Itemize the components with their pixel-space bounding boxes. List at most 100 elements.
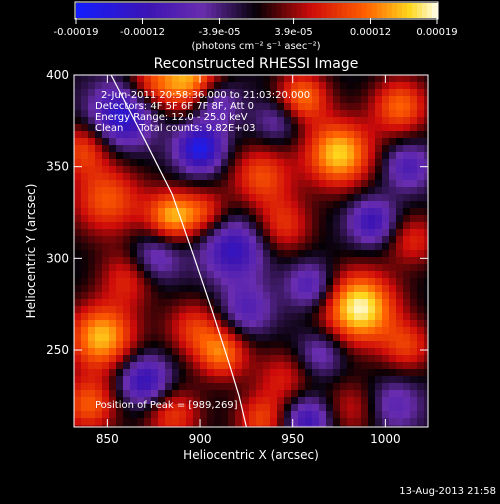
heatmap-cell [95,383,103,391]
heatmap-cell [242,152,250,160]
heatmap-cell [424,278,429,286]
heatmap-cell [235,215,243,223]
heatmap-cell [291,390,299,398]
heatmap-cell [186,75,194,83]
heatmap-cell [88,271,96,279]
heatmap-cell [193,306,201,314]
heatmap-cell [305,334,313,342]
heatmap-cell [291,355,299,363]
heatmap-cell [249,390,257,398]
heatmap-cell [368,222,376,230]
heatmap-cell [256,292,264,300]
heatmap-cell [277,271,285,279]
heatmap-cell [172,180,180,188]
heatmap-cell [410,264,418,272]
heatmap-cell [123,327,131,335]
heatmap-cell [102,425,110,428]
heatmap-cell [102,124,110,132]
heatmap-cell [326,117,334,125]
heatmap-cell [137,117,145,125]
heatmap-cell [410,131,418,139]
heatmap-cell [382,390,390,398]
heatmap-cell [319,243,327,251]
heatmap-cell [249,285,257,293]
heatmap-cell [158,299,166,307]
heatmap-cell [263,264,271,272]
heatmap-cell [375,201,383,209]
heatmap-cell [354,75,362,83]
heatmap-cell [151,271,159,279]
heatmap-cell [382,208,390,216]
heatmap-cell [326,306,334,314]
heatmap-cell [172,250,180,258]
heatmap-cell [165,222,173,230]
heatmap-cell [389,411,397,419]
heatmap-cell [151,411,159,419]
heatmap-cell [256,285,264,293]
heatmap-cell [228,278,236,286]
heatmap-cell [375,320,383,328]
heatmap-cell [347,292,355,300]
heatmap-cell [172,166,180,174]
heatmap-cell [361,187,369,195]
heatmap-cell [375,194,383,202]
heatmap-cell [361,229,369,237]
heatmap-cell [291,159,299,167]
heatmap-cell [214,138,222,146]
heatmap-cell [172,187,180,195]
heatmap-cell [410,292,418,300]
heatmap-cell [382,306,390,314]
heatmap-cell [284,145,292,153]
heatmap-cell [123,292,131,300]
heatmap-cell [144,180,152,188]
heatmap-cell [326,159,334,167]
heatmap-cell [424,110,429,118]
heatmap-cell [333,103,341,111]
heatmap-cell [382,404,390,412]
heatmap-cell [291,75,299,83]
heatmap-cell [389,278,397,286]
heatmap-cell [116,320,124,328]
heatmap-cell [361,75,369,83]
heatmap-cell [368,355,376,363]
heatmap-cell [389,348,397,356]
heatmap-cell [109,117,117,125]
heatmap-cell [375,215,383,223]
heatmap-cell [109,376,117,384]
heatmap-cell [193,362,201,370]
heatmap-cell [319,376,327,384]
colorbar-cell [236,3,243,18]
heatmap-cell [389,271,397,279]
heatmap-cell [382,299,390,307]
heatmap-cell [270,215,278,223]
heatmap-cell [403,390,411,398]
heatmap-cell [375,404,383,412]
heatmap-cell [326,187,334,195]
heatmap-cell [116,180,124,188]
heatmap-cell [354,222,362,230]
heatmap-cell [123,383,131,391]
heatmap-cell [396,166,404,174]
heatmap-cell [200,243,208,251]
heatmap-cell [221,187,229,195]
heatmap-cell [221,75,229,83]
heatmap-cell [228,124,236,132]
heatmap-cell [319,75,327,83]
colorbar-cell [211,3,217,18]
heatmap-cell [249,243,257,251]
heatmap-cell [193,348,201,356]
heatmap-cell [116,145,124,153]
heatmap-cell [186,159,194,167]
heatmap-cell [270,110,278,118]
heatmap-cell [165,362,173,370]
heatmap-cell [403,124,411,132]
heatmap-cell [137,362,145,370]
heatmap-cell [263,362,271,370]
heatmap-cell [256,96,264,104]
heatmap-cell [228,89,236,97]
heatmap-cell [88,96,96,104]
heatmap-cell [193,390,201,398]
heatmap-cell [207,103,215,111]
heatmap-cell [368,124,376,132]
heatmap-cell [172,397,180,405]
